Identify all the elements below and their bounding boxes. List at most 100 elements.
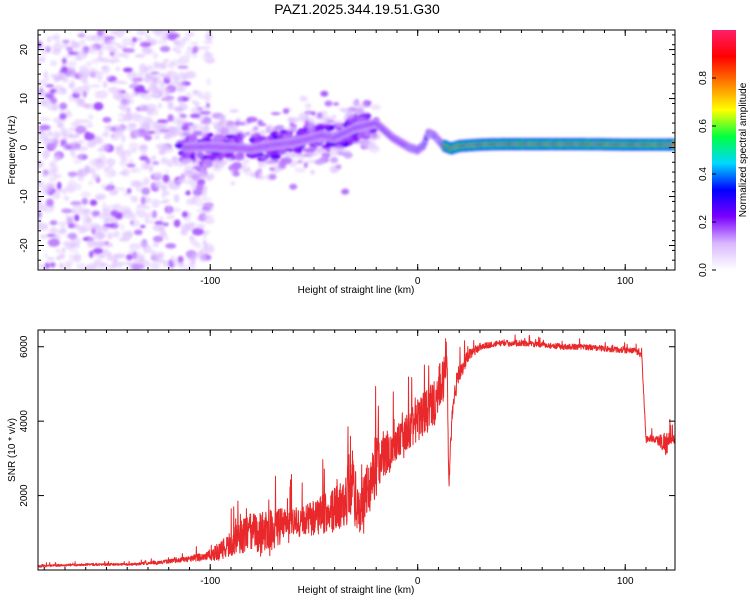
spectrogram-cell bbox=[213, 134, 225, 142]
spectrogram-cell bbox=[53, 130, 59, 140]
spectrogram-cell bbox=[70, 121, 81, 127]
spectrogram-cell bbox=[187, 134, 198, 142]
spectrogram-x-tick-label: 0 bbox=[415, 276, 421, 287]
spectrogram-cell bbox=[196, 208, 203, 213]
spectrogram-cell bbox=[133, 229, 143, 236]
spectrogram-cell bbox=[72, 209, 84, 214]
spectrogram-cell bbox=[144, 216, 150, 225]
spectrogram-cell bbox=[83, 84, 89, 90]
snr-x-tick-label: -100 bbox=[200, 576, 220, 587]
spectrogram-cell bbox=[72, 253, 82, 263]
spectrogram-cell bbox=[93, 236, 106, 240]
spectrogram-cell bbox=[61, 57, 67, 65]
spectrogram-cell bbox=[40, 187, 51, 196]
spectrogram-cell bbox=[129, 263, 137, 270]
spectrogram-cell bbox=[194, 101, 200, 109]
spectrogram-cell bbox=[52, 33, 61, 42]
spectrogram-x-tick-label: 100 bbox=[617, 276, 634, 287]
spectrogram-cell bbox=[51, 226, 57, 234]
spectrogram-cell bbox=[203, 159, 212, 166]
spectrogram-cell bbox=[333, 102, 340, 106]
spectrogram-cell bbox=[49, 60, 58, 67]
spectrogram-cell bbox=[110, 133, 116, 139]
spectrogram-cell bbox=[63, 195, 70, 202]
spectrogram-cell bbox=[249, 128, 256, 134]
spectrogram-cell bbox=[108, 86, 119, 94]
spectrogram-cell bbox=[65, 184, 76, 193]
spectrogram-cell bbox=[192, 53, 198, 59]
spectrogram-cell bbox=[195, 183, 204, 191]
spectrogram-cell bbox=[69, 215, 76, 220]
spectrogram-cell bbox=[370, 104, 381, 111]
spectrogram-cell bbox=[61, 66, 68, 74]
spectrogram-cell bbox=[109, 181, 114, 187]
spectrogram-cell bbox=[119, 142, 124, 152]
spectrogram-cell bbox=[62, 134, 67, 143]
spectrogram-cell bbox=[121, 168, 130, 177]
spectrogram-cell bbox=[270, 112, 281, 116]
snr-y-tick-label: 2000 bbox=[19, 484, 30, 507]
spectrogram-cell bbox=[202, 40, 214, 44]
spectrogram-cell bbox=[150, 71, 160, 75]
spectrogram-cell bbox=[121, 213, 133, 219]
spectrogram-cell bbox=[222, 128, 235, 135]
spectrogram-cell bbox=[76, 139, 86, 144]
spectrogram-cell bbox=[71, 143, 77, 150]
spectrogram-cell bbox=[174, 132, 185, 136]
spectrogram-cell bbox=[96, 90, 108, 99]
spectrogram-cell bbox=[44, 205, 54, 213]
spectrogram-cell bbox=[73, 223, 80, 230]
spectrogram-cell bbox=[159, 200, 169, 204]
spectrogram-cell bbox=[133, 128, 142, 136]
spectrogram-cell bbox=[69, 243, 81, 249]
spectrogram-cell bbox=[177, 178, 185, 184]
spectrogram-cell bbox=[229, 109, 239, 113]
spectrogram-cell bbox=[128, 159, 134, 164]
spectrogram-cell bbox=[326, 119, 335, 124]
spectrogram-cell bbox=[168, 183, 181, 190]
spectrogram-cell bbox=[161, 186, 168, 193]
spectrogram-cell bbox=[38, 160, 44, 169]
spectrogram-cell bbox=[77, 177, 84, 182]
spectrogram-cell bbox=[289, 122, 295, 127]
spectrogram-cell bbox=[126, 122, 137, 132]
spectrogram-cell bbox=[186, 190, 191, 196]
spectrogram-cell bbox=[316, 112, 323, 119]
spectrogram-cell bbox=[59, 113, 67, 120]
spectrogram-cell bbox=[113, 42, 121, 47]
spectrogram-y-tick-label: -20 bbox=[19, 238, 30, 253]
spectrogram-cell bbox=[87, 84, 94, 89]
spectrogram-cell bbox=[103, 36, 116, 40]
spectrogram-cell bbox=[181, 211, 188, 218]
spectrogram-cell bbox=[280, 157, 292, 165]
spectrogram-cell bbox=[74, 57, 83, 61]
spectrogram-cell bbox=[187, 46, 192, 51]
spectrogram-cell bbox=[142, 244, 152, 254]
spectrogram-cell bbox=[196, 223, 206, 230]
spectrogram-cell bbox=[44, 92, 54, 99]
spectrogram-cell bbox=[142, 66, 150, 76]
spectrogram-cell bbox=[118, 112, 124, 117]
spectrogram-cell bbox=[93, 259, 103, 268]
spectrogram-cell bbox=[117, 262, 123, 266]
spectrogram-cell bbox=[192, 189, 203, 196]
spectrogram-cell bbox=[93, 240, 102, 250]
spectrogram-cell bbox=[165, 191, 170, 195]
spectrogram-cell bbox=[47, 143, 58, 150]
spectrogram-cell bbox=[136, 204, 148, 209]
spectrogram-cell bbox=[168, 30, 177, 35]
spectrogram-cell bbox=[175, 50, 182, 54]
spectrogram-cell bbox=[196, 166, 203, 172]
spectrogram-cell bbox=[139, 155, 149, 161]
colorbar-label: Normalized spectral amplitude bbox=[738, 82, 749, 217]
spectrogram-cell bbox=[155, 253, 163, 260]
spectrogram-cell bbox=[80, 38, 86, 43]
spectrogram-frame bbox=[37, 29, 676, 271]
spectrogram-cell bbox=[113, 253, 126, 259]
spectrogram-cell bbox=[97, 147, 106, 152]
spectrogram-cell bbox=[237, 132, 242, 141]
spectrogram-cell bbox=[329, 165, 339, 174]
spectrogram-cell bbox=[190, 72, 197, 79]
spectrogram-cell bbox=[44, 262, 50, 270]
